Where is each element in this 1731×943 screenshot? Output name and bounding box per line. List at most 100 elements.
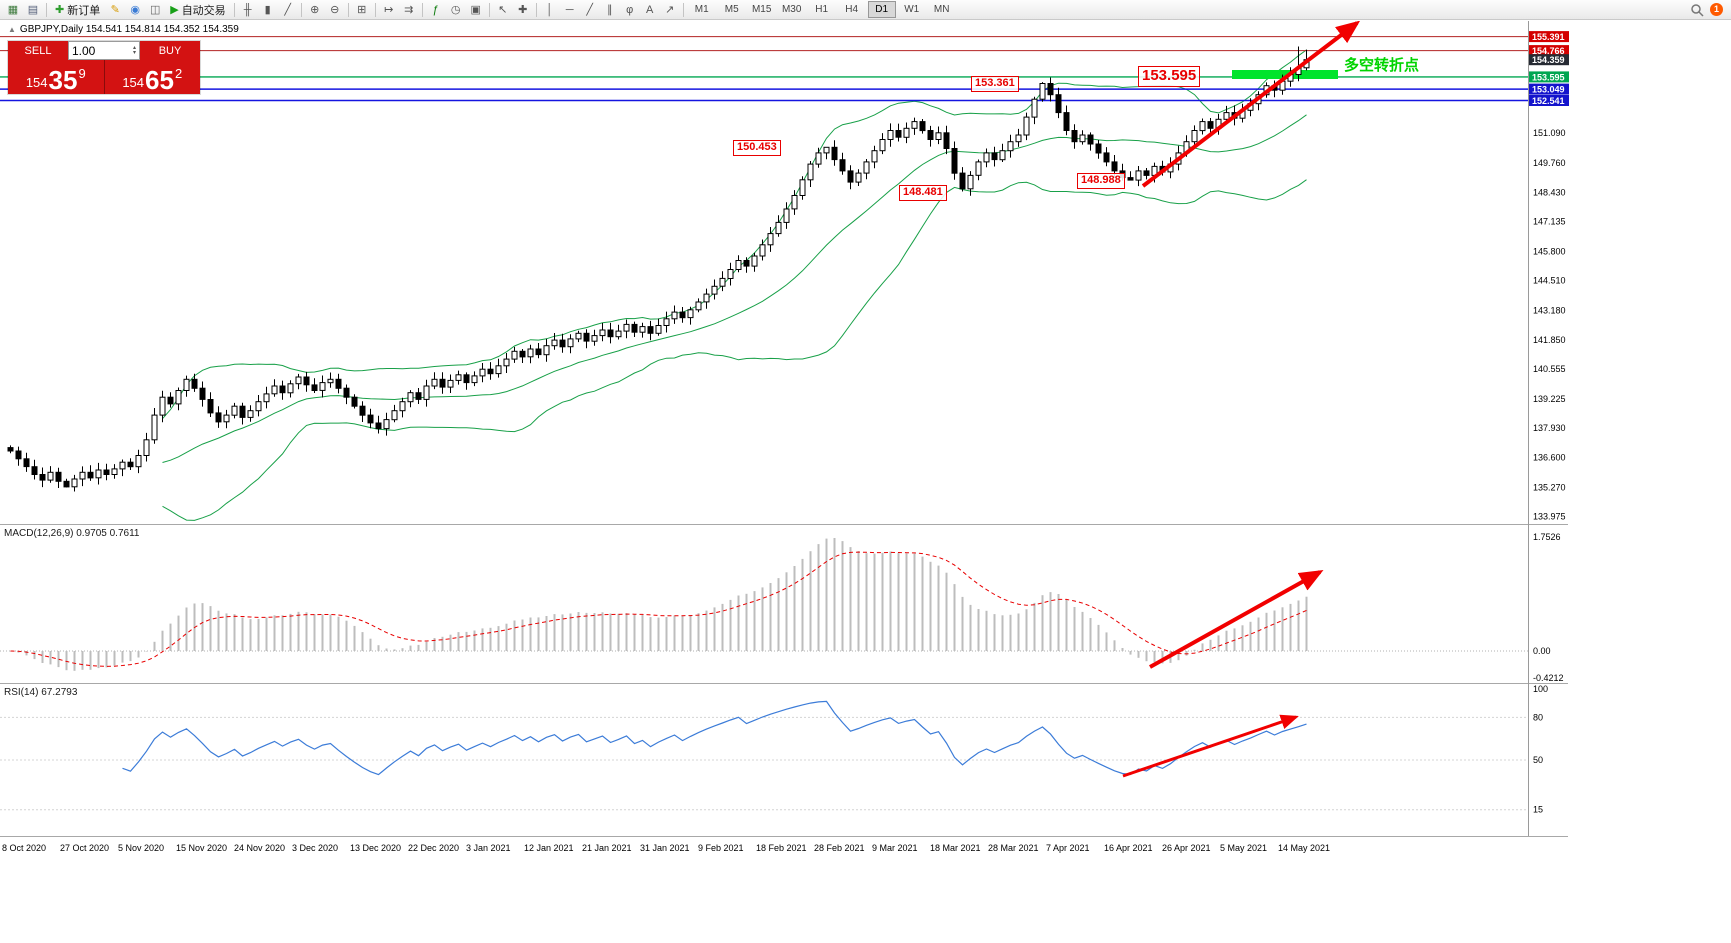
date-label: 15 Nov 2020	[176, 843, 227, 853]
chart-title-text: GBPJPY,Daily 154.541 154.814 154.352 154…	[19, 24, 239, 35]
date-label: 18 Feb 2021	[756, 843, 807, 853]
spin-down-icon[interactable]: ▾	[132, 49, 136, 56]
spin-up-icon[interactable]: ▴	[132, 44, 136, 51]
price-tag	[1529, 31, 1569, 43]
search-icon[interactable]	[1690, 3, 1704, 17]
price-tick: 136.600	[1533, 453, 1566, 463]
chart-shift-icon[interactable]: ⇉	[404, 3, 414, 16]
price-tick: 139.225	[1533, 394, 1566, 404]
main-toolbar: ▦ ▤ ✚ 新订单 ✎ ◉ ◫ ▶ 自动交易 ╫ ▮ ╱ ⊕ ⊖ ⊞ ↦ ⇉ ƒ ◷ ▣ ↖ ✚ │ ─ ╱ ∥ φ A ↗ M1 M5 M1…	[0, 0, 1731, 20]
volume-spinner[interactable]: ▴ ▾	[132, 44, 136, 56]
channel-icon[interactable]: ∥	[606, 3, 613, 16]
cursor-icon[interactable]: ↖	[498, 3, 508, 16]
rsi-line	[122, 700, 1307, 776]
macd-panel[interactable]	[0, 538, 1528, 671]
price-callout[interactable]: 153.361	[971, 76, 1019, 92]
main-chart-layer[interactable]	[0, 21, 1528, 521]
buy-price-big: 65	[145, 64, 174, 95]
price-tick: 144.510	[1533, 276, 1566, 286]
line-chart-icon[interactable]: ╱	[284, 3, 291, 16]
tile-windows-icon[interactable]: ⊞	[357, 3, 367, 16]
symbol-icon: ▲	[8, 25, 16, 34]
price-tick: 137.930	[1533, 423, 1566, 433]
price-tag-label: 154.359	[1532, 55, 1565, 65]
horizontal-line-icon[interactable]: ─	[565, 3, 574, 16]
auto-scroll-icon[interactable]: ↦	[384, 3, 394, 16]
timeframe-M15-button[interactable]: M15	[751, 4, 772, 15]
price-tag-label: 152.541	[1532, 96, 1565, 106]
sell-price-sup: 9	[78, 66, 86, 81]
turning-point-note: 多空转折点	[1344, 57, 1420, 74]
price-callout[interactable]: 153.595	[1138, 66, 1201, 87]
price-tag	[1529, 95, 1569, 106]
macd-label: MACD(12,26,9) 0.9705 0.7611	[4, 528, 140, 539]
rsi-tick: 50	[1533, 755, 1543, 765]
price-tick: 149.760	[1533, 158, 1566, 168]
timeframe-M30-button[interactable]: M30	[781, 4, 802, 15]
text-icon[interactable]: A	[646, 3, 654, 16]
trade-panel-header: SELL 1.00 ▴ ▾ BUY	[8, 41, 200, 60]
volume-input[interactable]: 1.00 ▴ ▾	[68, 41, 140, 60]
arrows-icon[interactable]: ↗	[665, 3, 675, 16]
timeframe-H4-button[interactable]: H4	[845, 4, 859, 15]
bar-chart-icon[interactable]: ╫	[243, 3, 252, 16]
crosshair-icon[interactable]: ✚	[518, 3, 528, 16]
date-label: 9 Mar 2021	[872, 843, 918, 853]
zoom-in-icon[interactable]: ⊕	[310, 3, 320, 16]
date-label: 9 Feb 2021	[698, 843, 744, 853]
rsi-label: RSI(14) 67.2793	[4, 687, 78, 698]
toolbar-items: ▦ ▤ ✚ 新订单 ✎ ◉ ◫ ▶ 自动交易 ╫ ▮ ╱ ⊕ ⊖ ⊞ ↦ ⇉ ƒ ◷ ▣ ↖ ✚ │ ─ ╱ ∥ φ A ↗ M1 M5 M1…	[3, 0, 957, 20]
price-tick: 143.180	[1533, 305, 1566, 315]
sell-button[interactable]: SELL	[8, 41, 68, 60]
price-tick: 140.555	[1533, 364, 1566, 374]
date-label: 3 Dec 2020	[292, 843, 338, 853]
autotrading-button[interactable]: ▶ 自动交易	[165, 1, 230, 19]
market-watch-icon[interactable]: ◫	[150, 3, 161, 16]
rsi-panel[interactable]	[0, 700, 1528, 811]
price-callout[interactable]: 150.453	[733, 140, 781, 156]
date-label: 7 Apr 2021	[1046, 843, 1090, 853]
periods-icon[interactable]: ◷	[450, 3, 461, 16]
zoom-out-icon[interactable]: ⊖	[330, 3, 340, 16]
price-tag	[1529, 45, 1569, 57]
timeframe-M1-button[interactable]: M1	[694, 4, 709, 15]
toolbar-separator	[421, 2, 423, 17]
buy-price-small: 154	[122, 75, 145, 90]
trendline-icon[interactable]: ╱	[586, 3, 593, 16]
fibonacci-icon[interactable]: φ	[626, 3, 634, 16]
price-callout[interactable]: 148.481	[899, 185, 947, 201]
price-tick: 133.975	[1533, 512, 1566, 522]
timeframe-MN-button[interactable]: MN	[933, 4, 950, 15]
new-order-button[interactable]: ✚ 新订单	[50, 1, 105, 19]
notification-badge[interactable]: 1	[1710, 3, 1723, 16]
timeframe-H1-button[interactable]: H1	[815, 4, 829, 15]
timeframe-W1-button[interactable]: W1	[904, 4, 920, 15]
community-icon[interactable]: ◉	[130, 3, 141, 16]
price-callout[interactable]: 148.988	[1077, 173, 1125, 189]
metaeditor-icon[interactable]: ✎	[110, 3, 120, 16]
sell-price[interactable]: 154 35 9	[8, 60, 104, 94]
templates-icon[interactable]: ▣	[470, 3, 481, 16]
macd-tick: -0.4212	[1533, 673, 1564, 683]
vertical-line-icon[interactable]: │	[546, 3, 554, 16]
buy-price[interactable]: 154 65 2	[103, 60, 201, 95]
timeframe-M5-button[interactable]: M5	[724, 4, 739, 15]
indicators-icon[interactable]: ƒ	[432, 3, 439, 16]
date-label: 27 Oct 2020	[60, 843, 109, 853]
price-tag	[1529, 54, 1569, 66]
buy-price-sup: 2	[174, 66, 183, 81]
date-label: 28 Mar 2021	[988, 843, 1039, 853]
timeframe-D1-button[interactable]: D1	[867, 1, 896, 18]
new-chart-icon[interactable]: ▦	[7, 3, 19, 16]
support-zone-highlight	[1232, 70, 1338, 79]
autotrading-play-icon: ▶	[170, 4, 179, 16]
price-tick: 148.430	[1533, 188, 1566, 198]
date-label: 21 Jan 2021	[582, 843, 632, 853]
candlestick-chart-icon[interactable]: ▮	[264, 3, 271, 16]
toolbar-separator	[300, 2, 302, 17]
toolbar-separator	[374, 2, 376, 17]
buy-button[interactable]: BUY	[140, 41, 200, 60]
price-tick: 151.090	[1533, 128, 1566, 138]
profiles-icon[interactable]: ▤	[27, 3, 39, 16]
